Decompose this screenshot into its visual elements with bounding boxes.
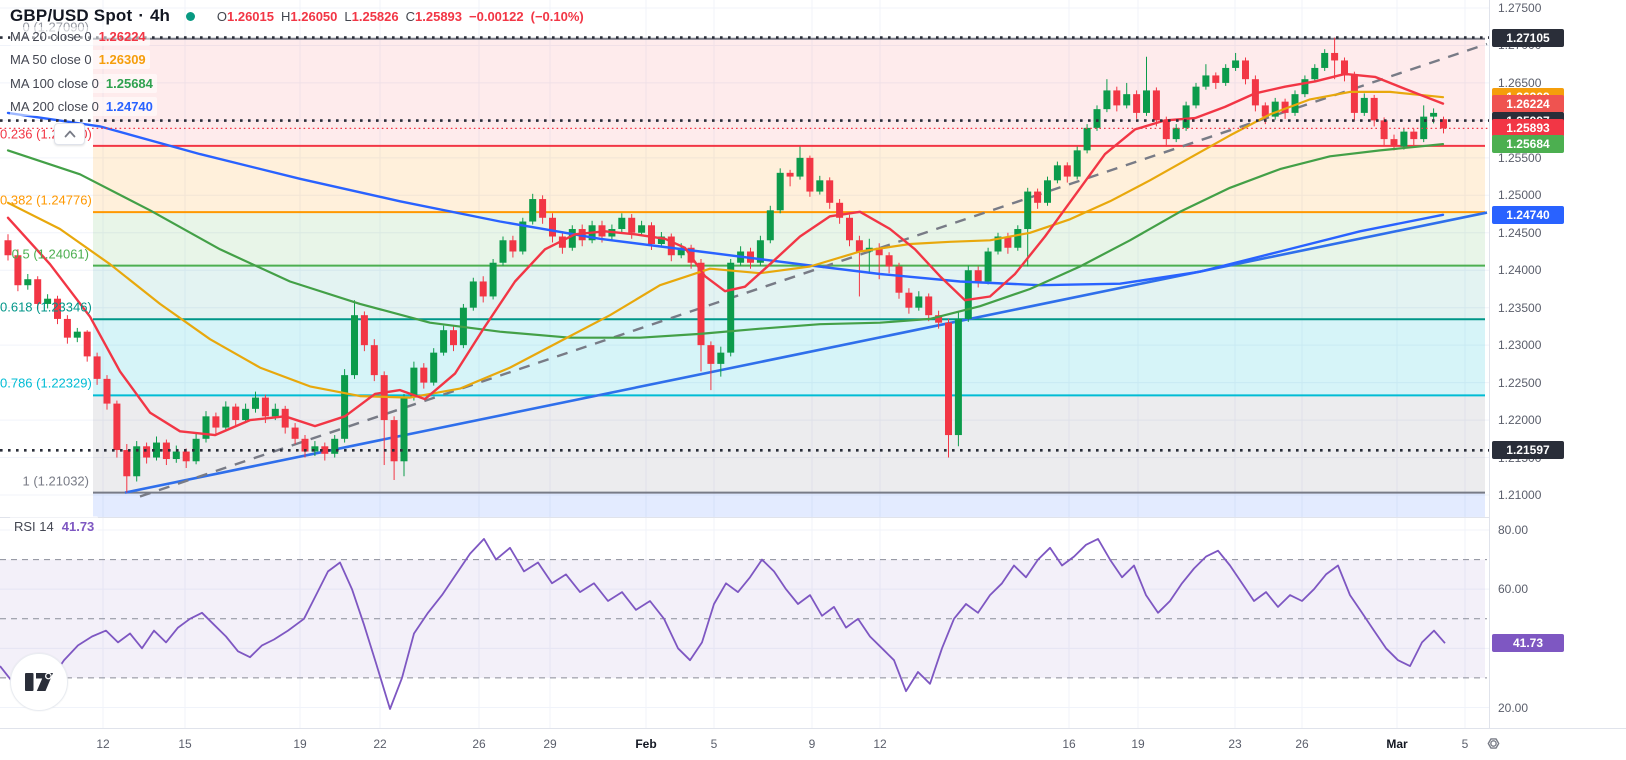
- time-axis-label: Mar: [1386, 737, 1408, 751]
- chevron-up-icon: [64, 130, 75, 138]
- ma-line-ma-50: [6, 90, 1445, 399]
- time-axis[interactable]: 12 15 19 22 26 29 Feb 5 9 12 16 19 23 26 Mar 5: [0, 728, 1626, 760]
- high-value: 1.26050: [290, 8, 338, 24]
- ma-legend-label: MA 50 close 0: [10, 52, 92, 68]
- time-axis-label: 5: [710, 737, 718, 751]
- ma-legend-value: 1.26224: [98, 29, 146, 44]
- time-axis-label: Feb: [635, 737, 657, 751]
- time-axis-label: 5: [1461, 737, 1469, 751]
- fib-label: 0.382 (1.24776): [0, 192, 92, 208]
- fib-label: 0.786 (1.22329): [0, 375, 92, 391]
- price-axis-label: 1.26500: [1498, 75, 1542, 90]
- price-badge: 1.21597: [1492, 441, 1564, 460]
- rsi-value: 41.73: [61, 518, 95, 534]
- price-axis-label: 1.22000: [1498, 413, 1542, 428]
- tradingview-logo-glyph: [25, 672, 53, 691]
- close-value: 1.25893: [415, 8, 463, 24]
- time-axis-label: 19: [293, 737, 307, 751]
- collapse-legend-button[interactable]: [54, 123, 85, 145]
- low-label: L: [344, 8, 352, 24]
- ma-legend-label: MA 200 close 0: [10, 99, 99, 115]
- ma-line-ma-100: [6, 143, 1445, 339]
- ma-legend-label: MA 100 close 0: [10, 75, 99, 91]
- price-axis-label: 1.24500: [1498, 225, 1542, 240]
- ohlc-readout: O1.26015 H1.26050 L1.25826 C1.25893 −0.0…: [217, 9, 584, 24]
- ma-legend-value: 1.26309: [98, 52, 146, 68]
- price-axis-label: 1.22500: [1498, 375, 1542, 390]
- rsi-label: RSI 14: [14, 518, 54, 534]
- gear-icon: [1487, 737, 1499, 749]
- ma-legend-row[interactable]: MA 100 close 0 1.25684: [10, 73, 157, 93]
- ma-legend-label: MA 20 close 0: [10, 29, 92, 44]
- ma-line-ma-20: [6, 72, 1445, 437]
- time-axis-label: 9: [808, 737, 816, 751]
- price-axis-label: 1.23000: [1498, 338, 1542, 353]
- time-axis-label: 26: [1295, 737, 1309, 751]
- change-percent: (−0.10%): [530, 8, 584, 24]
- rsi-axis-label: 60.00: [1498, 582, 1529, 597]
- time-axis-label: 23: [1228, 737, 1242, 751]
- price-axis-label: 1.23500: [1498, 300, 1542, 315]
- price-axis-label: 1.21000: [1498, 487, 1542, 502]
- change-value: −0.00122: [469, 8, 524, 24]
- rsi-legend[interactable]: RSI 14 41.73: [10, 516, 99, 536]
- legend-separator: ·: [138, 6, 145, 25]
- rsi-plot: [0, 538, 1446, 710]
- ma-line-ma-200: [6, 111, 1445, 287]
- ma-legend-value: 1.25684: [105, 75, 153, 91]
- price-axis-label: 1.24000: [1498, 263, 1542, 278]
- price-badge: 1.27105: [1492, 28, 1564, 47]
- time-axis-label: 29: [543, 737, 557, 751]
- moving-averages: [6, 72, 1445, 437]
- symbol-name[interactable]: GBP/USD Spot: [10, 6, 133, 25]
- open-value: 1.26015: [227, 8, 274, 24]
- time-axis-label: 16: [1062, 737, 1076, 751]
- low-value: 1.25826: [351, 8, 399, 24]
- price-axis-label: 1.27500: [1498, 1, 1542, 15]
- high-label: H: [281, 8, 291, 24]
- ma-legend-row[interactable]: MA 50 close 0 1.26309: [10, 50, 150, 70]
- rsi-value-badge: 41.73: [1492, 634, 1564, 653]
- time-axis-label: 15: [178, 737, 192, 751]
- ma-legend-row[interactable]: MA 200 close 0 1.24740: [10, 97, 157, 117]
- ma-legend-value: 1.24740: [105, 99, 153, 115]
- rsi-axis-label: 20.00: [1498, 700, 1529, 715]
- tradingview-logo[interactable]: [10, 653, 68, 711]
- price-axis-label: 1.25000: [1498, 188, 1542, 203]
- settings-gear-icon[interactable]: [1479, 729, 1507, 757]
- close-label: C: [405, 8, 416, 24]
- time-axis-label: 26: [472, 737, 486, 751]
- timeframe-label[interactable]: 4h: [150, 6, 170, 25]
- time-axis-label: 19: [1131, 737, 1145, 751]
- price-badge: 1.25893: [1492, 119, 1564, 138]
- time-axis-label: 12: [873, 737, 887, 751]
- symbol-legend[interactable]: GBP/USD Spot · 4h O1.26015 H1.26050 L1.2…: [10, 5, 584, 27]
- price-axis-label: 1.25500: [1498, 150, 1542, 165]
- rsi-band: [0, 559, 1487, 679]
- price-axis[interactable]: 1.275001.270001.265001.260001.255001.250…: [1489, 0, 1626, 728]
- fib-label: 1 (1.21032): [22, 473, 90, 489]
- ma-legend-row[interactable]: MA 20 close 0 1.26224: [10, 27, 150, 46]
- price-badge: 1.25684: [1492, 135, 1564, 154]
- rsi-axis-label: 80.00: [1498, 523, 1529, 537]
- horizontal-lines: [0, 36, 1489, 452]
- market-status-dot: [185, 11, 195, 21]
- price-badge: 1.26224: [1492, 94, 1564, 113]
- fib-label: 0.618 (1.23346): [0, 299, 92, 315]
- open-label: O: [216, 8, 227, 24]
- time-axis-label: 22: [373, 737, 387, 751]
- price-badge: 1.24740: [1492, 205, 1564, 224]
- time-axis-label: 12: [96, 737, 110, 751]
- fib-label: 0.5 (1.24061): [11, 246, 89, 262]
